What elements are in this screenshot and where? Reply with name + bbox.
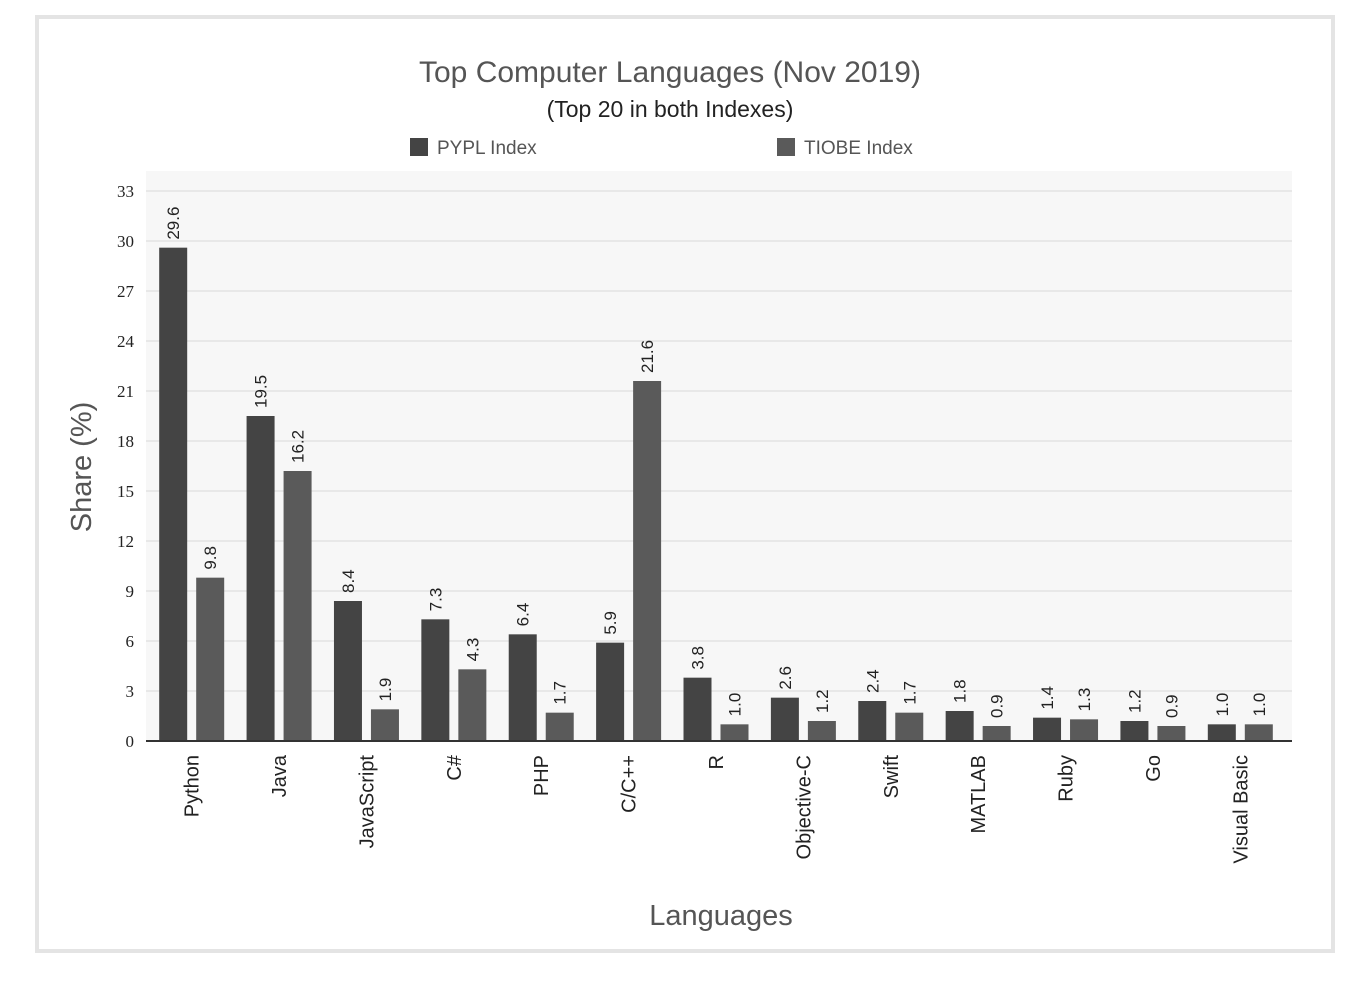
data-label: 16.2 [289,430,308,463]
category-labels: Python Java JavaScript C# PHP C/C++ R Objective… [182,754,1253,863]
legend-swatch-pypl [410,138,428,156]
data-label: 1.2 [1125,689,1144,713]
data-label: 0.9 [1162,694,1181,718]
y-tick-label: 24 [117,332,135,351]
bar-tiobe [370,709,399,741]
y-tick-label: 33 [117,182,134,201]
data-label: 1.4 [1038,686,1057,710]
legend-label-pypl: PYPL Index [437,138,537,159]
legend-swatch-tiobe [777,138,795,156]
y-tick-label: 18 [117,432,134,451]
data-label: 4.3 [463,638,482,662]
data-label: 5.9 [601,611,620,635]
y-tick-label: 3 [126,682,135,701]
y-tick-label: 9 [126,582,135,601]
y-tick-label: 0 [126,732,135,751]
bar-tiobe [283,471,312,741]
legend-label-tiobe: TIOBE Index [804,138,913,159]
y-tick-label: 21 [117,382,134,401]
data-label: 0.9 [988,694,1007,718]
bar-tiobe [1070,719,1099,741]
category-label: MATLAB [968,755,990,834]
bar-pypl [508,634,537,741]
bar-pypl [1033,717,1062,741]
bar-tiobe [1244,724,1273,741]
y-tick-labels: 0 3 6 9 12 15 18 21 24 27 30 33 [117,182,135,751]
bar-tiobe [807,721,836,741]
bar-tiobe [982,726,1011,741]
data-label: 2.6 [776,666,795,690]
data-label: 1.2 [813,689,832,713]
category-label: JavaScript [356,755,378,849]
plot-background [146,171,1292,741]
bar-pypl [858,701,887,741]
category-label: Ruby [1056,755,1078,802]
data-label: 1.7 [551,681,570,705]
bar-tiobe [720,724,749,741]
data-labels: 29.6 9.8 19.5 16.2 8.4 1.9 7.3 4.3 6.4 1.7 5.9 21.6… [164,207,1269,718]
data-label: 1.0 [1250,693,1269,717]
y-tick-label: 27 [117,282,135,301]
bar-chart: 0 3 6 9 12 15 18 21 24 27 30 33 29.6 9.8 19.5 16.2 8.4 1… [66,56,1292,932]
data-label: 1.0 [726,693,745,717]
category-label: Java [269,754,291,797]
bar-pypl [1207,724,1236,741]
data-label: 2.4 [863,669,882,693]
y-tick-label: 15 [117,482,134,501]
y-tick-label: 30 [117,232,134,251]
bar-pypl [159,247,188,741]
chart-subtitle: (Top 20 in both Indexes) [547,96,794,122]
data-label: 29.6 [164,207,183,240]
data-label: 1.9 [376,678,395,702]
data-label: 9.8 [201,546,220,570]
bar-pypl [683,677,712,741]
y-axis-title: Share (%) [66,402,98,533]
data-label: 21.6 [638,340,657,373]
bar-pypl [770,697,799,741]
bar-pypl [596,642,625,741]
bar-pypl [1120,721,1149,741]
category-label: Visual Basic [1230,755,1252,864]
data-label: 1.8 [951,679,970,703]
bar-tiobe [895,712,924,741]
category-label: C/C++ [619,755,641,813]
bar-pypl [246,416,275,741]
data-label: 1.3 [1075,688,1094,712]
data-label: 1.0 [1213,693,1232,717]
bar-tiobe [545,712,574,741]
category-label: C# [444,754,466,780]
chart-frame: 0 3 6 9 12 15 18 21 24 27 30 33 29.6 9.8 19.5 16.2 8.4 1… [35,15,1335,953]
category-label: Swift [881,755,903,799]
legend: PYPL Index TIOBE Index [410,138,913,159]
bar-tiobe [196,577,225,741]
chart-title: Top Computer Languages (Nov 2019) [419,56,921,89]
bar-tiobe [1157,726,1186,741]
data-label: 19.5 [252,375,271,408]
y-tick-label: 6 [126,632,135,651]
x-axis-title: Languages [649,900,793,932]
data-label: 8.4 [339,569,358,593]
bar-pypl [421,619,450,741]
data-label: 3.8 [689,646,708,670]
category-label: Go [1143,755,1165,782]
bar-pypl [333,601,362,741]
category-label: Python [182,755,204,817]
data-label: 7.3 [426,588,445,612]
data-label: 1.7 [900,681,919,705]
data-label: 6.4 [514,603,533,627]
category-label: PHP [531,755,553,796]
bars [159,247,1273,741]
category-label: Objective-C [793,755,815,859]
bar-tiobe [633,381,662,741]
bar-pypl [945,711,974,741]
y-tick-label: 12 [117,532,134,551]
bar-tiobe [458,669,487,741]
category-label: R [706,755,728,769]
